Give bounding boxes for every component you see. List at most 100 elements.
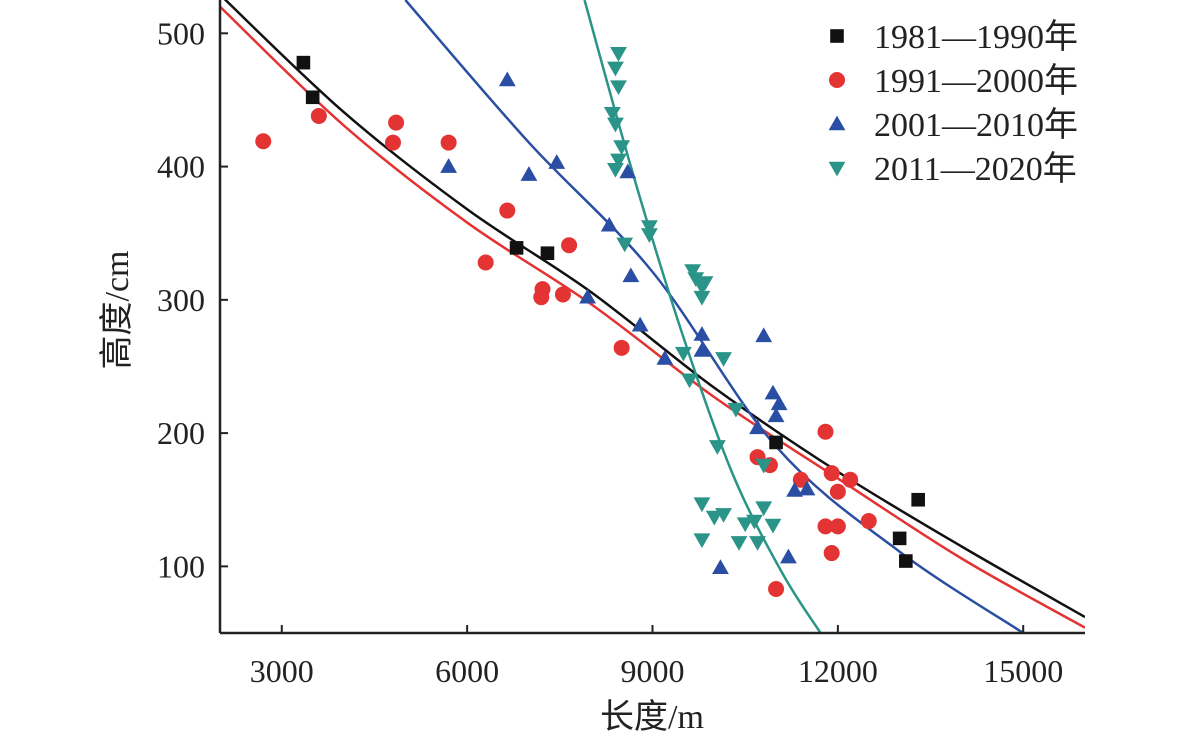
data-point-series-4 <box>641 228 658 243</box>
data-point-series-3 <box>693 342 711 357</box>
data-point-series-2 <box>817 423 834 440</box>
data-point-series-3 <box>786 482 804 497</box>
data-point-series-4 <box>715 508 732 523</box>
data-point-series-3 <box>498 71 516 87</box>
x-tick-label: 15000 <box>983 653 1063 689</box>
data-point-series-3 <box>755 327 773 343</box>
y-tick-label: 300 <box>157 282 205 318</box>
data-point-series-3 <box>764 384 782 400</box>
data-point-series-2 <box>829 483 846 500</box>
data-point-series-2 <box>310 107 327 124</box>
data-point-series-1 <box>509 241 524 255</box>
legend-marker-4 <box>828 161 846 177</box>
data-point-series-2 <box>817 518 834 535</box>
data-point-series-4 <box>708 440 726 455</box>
data-point-series-2 <box>823 545 840 562</box>
data-point-series-4 <box>610 47 627 62</box>
legend-label-1: 1981—1990年 <box>874 18 1078 56</box>
y-tick-label: 200 <box>157 415 205 451</box>
data-point-series-2 <box>768 581 785 598</box>
data-point-series-3 <box>520 166 538 181</box>
y-tick-label: 400 <box>157 149 205 185</box>
data-point-series-4 <box>746 514 763 530</box>
fit-line-1 <box>223 0 1085 619</box>
data-point-series-4 <box>730 536 748 551</box>
data-point-series-4 <box>610 80 627 96</box>
data-point-series-4 <box>616 237 634 253</box>
legend-label-3: 2001—2010年 <box>874 106 1078 144</box>
data-point-series-3 <box>579 288 597 304</box>
legend-label-2: 1991—2000年 <box>874 62 1078 100</box>
data-point-series-2 <box>792 471 809 488</box>
data-point-series-2 <box>842 471 859 488</box>
fit-lines <box>220 0 1085 633</box>
data-point-series-2 <box>860 513 877 530</box>
legend-marker-3 <box>828 115 846 131</box>
data-point-series-4 <box>736 517 754 533</box>
data-point-series-3 <box>712 559 729 575</box>
data-point-series-1 <box>540 246 555 260</box>
data-point-series-4 <box>684 264 702 279</box>
data-point-series-3 <box>780 548 797 564</box>
data-point-series-4 <box>603 106 621 122</box>
data-points <box>255 47 925 598</box>
data-point-series-2 <box>385 134 401 151</box>
legend-marker-2 <box>829 72 845 88</box>
data-point-series-4 <box>693 533 711 549</box>
legend: 1981—1990年 1991—2000年 2001—2010年 2011—2020年 <box>828 18 1078 188</box>
x-tick-label: 3000 <box>250 653 314 689</box>
data-point-series-3 <box>600 216 618 232</box>
data-point-series-4 <box>641 220 658 235</box>
data-point-series-3 <box>631 316 649 332</box>
data-point-series-4 <box>749 536 766 551</box>
data-point-series-2 <box>255 133 272 150</box>
data-point-series-3 <box>656 350 674 365</box>
data-point-series-4 <box>687 272 705 287</box>
legend-label-4: 2011—2020年 <box>874 150 1077 188</box>
data-point-series-4 <box>696 276 714 291</box>
data-point-series-4 <box>727 402 745 418</box>
y-ticks: 100 200 300 400 500 <box>157 15 228 584</box>
data-point-series-3 <box>767 407 785 423</box>
x-ticks: 3000 6000 9000 12000 15000 <box>250 625 1063 689</box>
x-tick-label: 12000 <box>798 653 878 689</box>
data-point-series-4 <box>715 352 732 367</box>
data-point-series-2 <box>534 281 551 298</box>
legend-marker-1 <box>830 29 844 43</box>
data-point-series-4 <box>607 61 624 77</box>
data-point-series-2 <box>440 134 457 151</box>
y-tick-label: 100 <box>157 548 205 584</box>
data-point-series-4 <box>674 346 692 362</box>
x-tick-label: 9000 <box>621 653 685 689</box>
x-axis-title: 长度/m <box>600 698 704 736</box>
y-axis-title: 高度/cm <box>98 251 136 370</box>
data-point-series-1 <box>899 554 913 568</box>
x-tick-label: 6000 <box>435 653 499 689</box>
data-point-series-1 <box>892 531 907 546</box>
data-point-series-3 <box>548 154 566 169</box>
data-point-series-4 <box>607 117 624 133</box>
data-point-series-3 <box>770 395 788 411</box>
data-point-series-4 <box>693 497 711 513</box>
data-point-series-2 <box>829 518 846 535</box>
data-point-series-2 <box>613 339 630 356</box>
data-point-series-3 <box>440 158 458 173</box>
data-point-series-2 <box>823 465 840 482</box>
data-point-series-3 <box>619 163 637 179</box>
data-point-series-2 <box>388 114 405 131</box>
data-point-series-4 <box>607 162 624 178</box>
data-point-series-2 <box>561 237 578 254</box>
y-tick-label: 500 <box>157 15 205 51</box>
data-point-series-3 <box>693 326 711 341</box>
data-point-series-4 <box>610 153 627 169</box>
data-point-series-1 <box>911 492 925 507</box>
data-point-series-4 <box>705 510 723 526</box>
data-point-series-4 <box>693 290 711 306</box>
data-point-series-1 <box>296 55 311 70</box>
data-point-series-3 <box>798 480 816 496</box>
data-point-series-2 <box>499 202 516 219</box>
data-point-series-1 <box>305 90 320 105</box>
data-point-series-4 <box>755 501 773 517</box>
